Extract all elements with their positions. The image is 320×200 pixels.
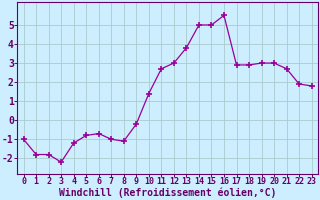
X-axis label: Windchill (Refroidissement éolien,°C): Windchill (Refroidissement éolien,°C): [59, 187, 276, 198]
